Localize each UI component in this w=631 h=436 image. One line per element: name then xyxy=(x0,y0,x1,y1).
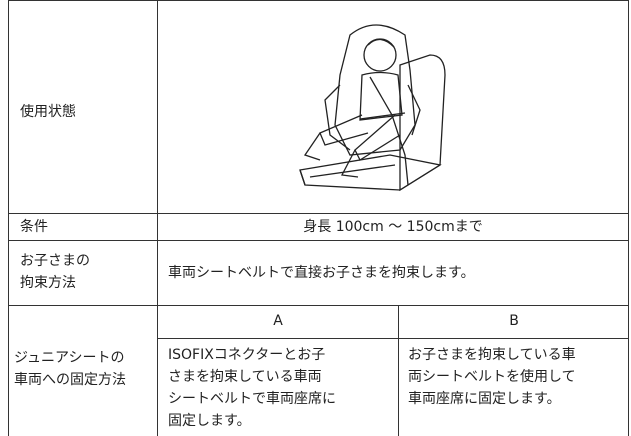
cell-text: お子さまを拘束している車 xyxy=(408,347,576,363)
border xyxy=(157,0,158,436)
cell-text: さまを拘束している車両 xyxy=(168,369,322,385)
row-label: 使用状態 xyxy=(20,104,76,120)
column-header: A xyxy=(273,313,283,329)
row-label: お子さまの xyxy=(20,253,90,269)
row-label: 条件 xyxy=(20,219,48,235)
cell-text: 車両座席に固定します。 xyxy=(408,391,561,407)
border xyxy=(8,305,628,306)
cell-text: ISOFIXコネクターとお子 xyxy=(168,347,326,363)
row-label: 拘束方法 xyxy=(20,275,76,291)
column-header: B xyxy=(509,313,519,329)
border xyxy=(628,0,629,436)
cell-text: 身長 100cm ～ 150cmまで xyxy=(303,219,483,235)
border xyxy=(8,0,628,1)
border xyxy=(8,0,9,436)
cell-text: 車両シートベルトで直接お子さまを拘束します。 xyxy=(168,265,475,281)
cell-text: 両シートベルトを使用して xyxy=(408,369,576,385)
border xyxy=(8,213,628,214)
cell-text: シートベルトで車両座席に xyxy=(168,391,336,407)
border xyxy=(8,240,628,241)
row-label: ジュニアシートの xyxy=(14,350,125,366)
row-label: 車両への固定方法 xyxy=(14,372,126,388)
cell-text: 固定します。 xyxy=(168,413,251,429)
seat-illustration xyxy=(299,24,446,192)
border xyxy=(157,338,628,339)
border xyxy=(398,305,399,436)
